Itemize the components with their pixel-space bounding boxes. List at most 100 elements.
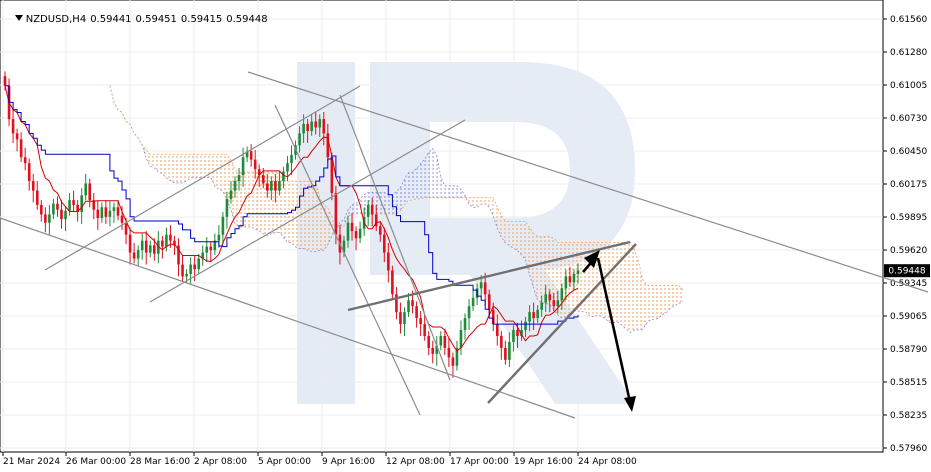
kijun-line xyxy=(5,85,579,325)
cloud-segment xyxy=(190,154,195,178)
candle-body xyxy=(261,175,265,184)
candle-body xyxy=(31,181,35,191)
cloud-segment xyxy=(166,154,171,181)
candle-body xyxy=(419,318,422,325)
cloud-segment xyxy=(642,279,647,330)
cloud-segment xyxy=(565,242,570,317)
candle-body xyxy=(72,200,75,205)
forecast-arrows xyxy=(582,250,636,412)
candle-body xyxy=(148,245,152,253)
cloud-segment xyxy=(456,185,461,198)
candle-body xyxy=(512,330,515,342)
candle-body xyxy=(310,121,313,132)
candle-body xyxy=(354,231,358,239)
candle-body xyxy=(245,151,249,158)
current-price-marker: 0.59448 xyxy=(884,264,930,278)
cloud-segment xyxy=(436,156,441,198)
cloud-segment xyxy=(424,152,429,198)
candle-body xyxy=(274,181,277,191)
cloud-segment xyxy=(634,249,639,331)
cloud-segment xyxy=(578,242,583,312)
candle-body xyxy=(209,246,213,251)
candle-body xyxy=(548,294,552,301)
high-value: 0.59451 xyxy=(135,14,177,25)
cloud-segment xyxy=(255,172,260,231)
cloud-segment xyxy=(460,189,466,198)
candle-body xyxy=(302,123,305,134)
candle-body xyxy=(383,234,386,253)
cloud-segment xyxy=(182,154,187,183)
cloud-segment xyxy=(670,285,675,308)
channel-upper-desc xyxy=(247,71,929,293)
candle-body xyxy=(342,240,346,253)
candle-body xyxy=(572,274,576,283)
triangle-pattern[interactable] xyxy=(347,240,637,404)
cloud-segment xyxy=(501,215,506,244)
cloud-segment xyxy=(194,154,199,178)
cloud-segment xyxy=(618,242,623,326)
y-tick-label: 0.61560 xyxy=(890,15,927,25)
candle-body xyxy=(52,203,55,215)
cloud-segment xyxy=(230,160,236,224)
candle-body xyxy=(253,159,257,170)
y-tick-label: 0.57960 xyxy=(890,444,927,454)
candle-body xyxy=(500,335,503,348)
candle-body xyxy=(447,347,451,358)
candle-body xyxy=(213,240,217,251)
cloud-segment xyxy=(283,175,288,243)
indicator-lines xyxy=(4,85,579,352)
cloud-segment xyxy=(356,198,361,214)
candle-body xyxy=(88,183,92,201)
candle-body xyxy=(346,222,350,241)
candle-body xyxy=(524,321,527,331)
cloud-segment xyxy=(343,210,348,226)
price-axis: 0.61560 0.61280 0.61005 0.60730 0.60450 0.601… xyxy=(0,15,927,454)
candle-body xyxy=(48,214,51,223)
triangle-lower xyxy=(487,243,637,404)
candle-body xyxy=(326,133,330,158)
cloud-segment xyxy=(327,207,332,245)
cloud-segment xyxy=(638,261,643,331)
cloud-segment xyxy=(654,285,659,320)
x-tick-label: 19 Apr 16:00 xyxy=(514,457,573,467)
candle-body xyxy=(100,207,104,219)
y-tick-label: 0.61280 xyxy=(890,48,927,58)
cloud-segment xyxy=(658,285,663,319)
cloud-segment xyxy=(610,242,615,323)
cloud-segment xyxy=(521,221,526,260)
collapse-triangle-icon[interactable] xyxy=(14,15,23,21)
candle-body xyxy=(378,226,382,235)
x-tick-label: 24 Apr 08:00 xyxy=(578,457,637,467)
x-tick-label: 12 Apr 08:00 xyxy=(386,457,445,467)
candle-body xyxy=(169,234,172,241)
candle-body xyxy=(403,312,406,325)
cloud-segment xyxy=(295,181,300,249)
cloud-segment xyxy=(210,154,215,186)
candle-body xyxy=(221,216,225,235)
cloud-segment xyxy=(630,242,635,333)
cloud-segment xyxy=(646,285,651,324)
low-value: 0.59415 xyxy=(180,14,223,25)
x-tick-label: 9 Apr 16:00 xyxy=(322,457,375,467)
cloud-segment xyxy=(622,242,627,330)
cloud-segment xyxy=(420,159,425,199)
cloud-segment xyxy=(150,154,155,168)
chart-header: NZDUSD,H4 0.59441 0.59451 0.59415 0.59448 xyxy=(2,3,272,36)
candle-body xyxy=(278,181,281,191)
cloud-segment xyxy=(428,148,433,198)
x-tick-label: 21 Mar 2024 xyxy=(3,457,60,467)
candle-body xyxy=(140,240,144,251)
cloud-segment xyxy=(573,242,578,311)
cloud-segment xyxy=(122,112,127,122)
y-tick-label: 0.58515 xyxy=(890,378,927,388)
cloud-segment xyxy=(517,221,522,255)
candle-body xyxy=(314,121,318,128)
ichimoku-cloud xyxy=(109,85,684,333)
trendlines[interactable] xyxy=(0,71,929,419)
candle-body xyxy=(399,312,402,325)
arrow-down-head-icon xyxy=(624,396,636,412)
candle-body xyxy=(165,234,168,247)
cloud-segment xyxy=(178,154,183,183)
candle-body xyxy=(189,264,192,275)
